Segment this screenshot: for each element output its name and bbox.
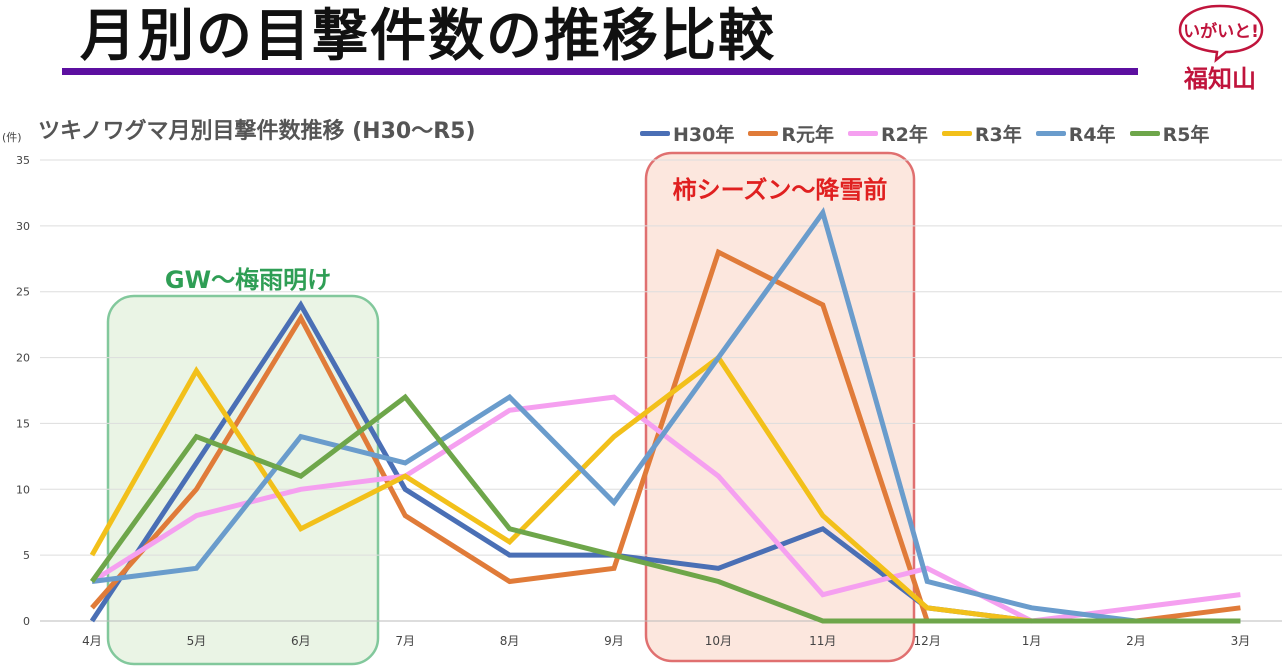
x-tick-label: 1月 xyxy=(1022,634,1042,648)
logo-speech-bubble xyxy=(1178,4,1264,63)
legend-label: R5年 xyxy=(1162,123,1210,146)
page-title: 月別の目撃件数の推移比較 xyxy=(80,4,776,69)
highlight-band-2 xyxy=(644,151,916,663)
legend-item-5: R4年 xyxy=(1035,120,1116,147)
logo: いがいと! 福知山 xyxy=(1178,4,1264,93)
annotation-label-2: 柿シーズン〜降雪前 xyxy=(673,176,888,204)
x-tick-label: 7月 xyxy=(395,634,415,648)
legend-label: R2年 xyxy=(880,123,928,146)
legend-swatch xyxy=(1129,130,1160,136)
x-tick-label: 10月 xyxy=(705,634,732,648)
legend-label: R4年 xyxy=(1068,123,1116,146)
x-tick-label: 3月 xyxy=(1231,634,1251,648)
series-lines xyxy=(89,207,1241,624)
annotation-label-1: GW〜梅雨明け xyxy=(165,266,331,294)
x-tick-label: 8月 xyxy=(500,634,520,648)
legend-item-1: H30年 xyxy=(640,120,734,147)
y-tick-label: 35 xyxy=(16,154,30,167)
x-axis-ticks: 4月 5月 6月 7月 8月 9月 10月 11月 12月 1月 2月 3月 xyxy=(82,634,1250,648)
legend-item-4: R3年 xyxy=(941,120,1022,147)
legend-item-2: R元年 xyxy=(748,120,834,147)
legend-item-6: R5年 xyxy=(1129,120,1210,147)
title-underline xyxy=(62,68,1138,75)
y-tick-label: 5 xyxy=(23,549,30,562)
logo-bottom-text: 福知山 xyxy=(1183,65,1256,93)
annotation-labels: GW〜梅雨明け 柿シーズン〜降雪前 xyxy=(165,176,887,294)
y-tick-label: 10 xyxy=(16,483,30,496)
y-tick-label: 30 xyxy=(16,220,30,233)
chart-title: ツキノワグマ月別目撃件数推移 (H30〜R5) xyxy=(38,118,476,144)
x-tick-label: 4月 xyxy=(82,634,102,648)
legend-swatch xyxy=(1035,130,1066,136)
legend-item-3: R2年 xyxy=(847,120,928,147)
series-line-6 xyxy=(89,393,1241,624)
y-tick-label: 15 xyxy=(16,417,30,430)
legend-label: H30年 xyxy=(673,123,735,146)
x-tick-label: 11月 xyxy=(809,634,836,648)
x-tick-label: 5月 xyxy=(187,634,207,648)
legend-swatch xyxy=(640,130,670,136)
x-tick-label: 12月 xyxy=(914,634,941,648)
legend-label: R3年 xyxy=(974,123,1022,146)
x-tick-label: 9月 xyxy=(604,634,624,648)
y-tick-label: 25 xyxy=(16,286,30,299)
y-axis-unit: (件) xyxy=(2,131,22,144)
legend-swatch xyxy=(847,130,878,136)
x-tick-label: 2月 xyxy=(1126,634,1146,648)
chart-legend: H30年 R元年 R2年 R3年 R4年 R5年 xyxy=(640,120,1223,146)
y-tick-label: 20 xyxy=(16,352,30,365)
y-axis-ticks: 0 5 10 15 20 25 30 35 xyxy=(16,154,30,628)
logo-top-text: いがいと! xyxy=(1183,21,1259,42)
series-line-5 xyxy=(91,207,1241,624)
x-tick-label: 6月 xyxy=(291,634,311,648)
y-tick-label: 0 xyxy=(23,615,30,628)
legend-label: R元年 xyxy=(781,123,834,146)
legend-swatch xyxy=(941,130,972,136)
highlight-band-1 xyxy=(106,294,380,666)
legend-swatch xyxy=(748,130,779,136)
